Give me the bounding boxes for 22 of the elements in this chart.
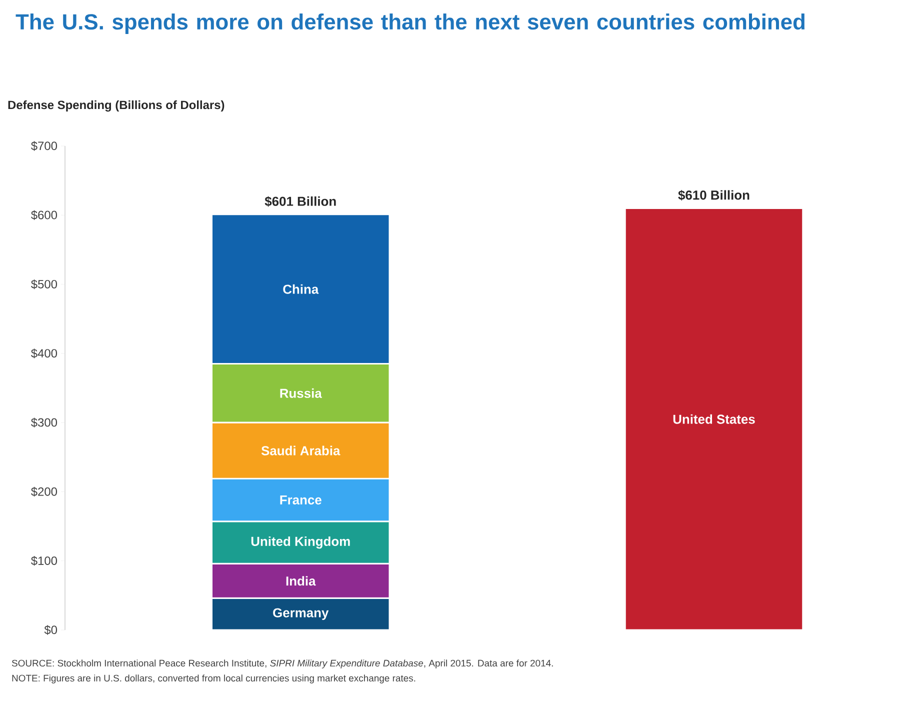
series-label: Russia <box>280 388 322 398</box>
series-label: Saudi Arabia <box>261 446 340 456</box>
series-label: United Kingdom <box>251 536 350 549</box>
y-axis-title: Defense Spending (Billions of Dollars) <box>8 100 224 112</box>
y-tick-label: $0 <box>44 625 58 635</box>
total-label: $601 Billion <box>264 196 336 207</box>
y-tick-label: $500 <box>31 279 58 290</box>
series-label: China <box>283 284 319 294</box>
y-tick-label: $400 <box>31 348 58 358</box>
series-label: Germany <box>273 608 329 620</box>
text: NOTE: Figures are in U.S. dollars, converted from local currencies using market exchange rates. <box>12 674 416 684</box>
y-tick-label: $200 <box>31 486 58 497</box>
chart-title: The U.S. spends more on defense than the next seven countries combined <box>16 14 804 34</box>
series-label: United States <box>673 414 755 424</box>
series-label: India <box>286 576 316 586</box>
total-label: $610 Billion <box>678 190 750 201</box>
source-note: SOURCE: Stockholm International Peace Research Institute, SIPRI Military Expenditure Database, April 2015. Data are for 2014. <box>12 660 553 668</box>
y-tick-label: $700 <box>31 141 58 151</box>
y-tick-label: $600 <box>31 210 58 220</box>
series-label: France <box>280 495 322 505</box>
y-tick-label: $300 <box>31 418 58 428</box>
y-tick-label: $100 <box>31 556 58 566</box>
